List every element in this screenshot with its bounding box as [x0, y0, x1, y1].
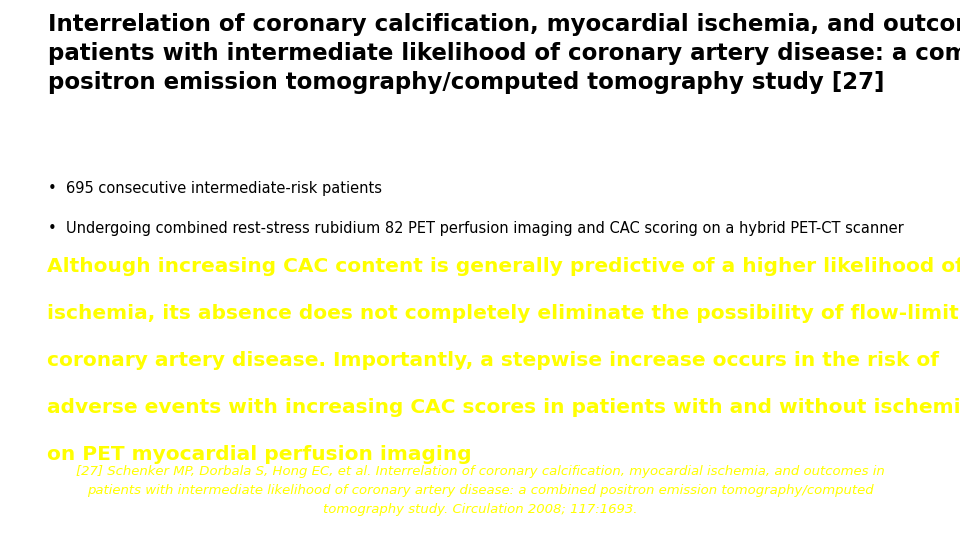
Text: Interrelation of coronary calcification, myocardial ischemia, and outcomes in
pa: Interrelation of coronary calcification,… [48, 12, 960, 94]
Text: •  695 consecutive intermediate-risk patients: • 695 consecutive intermediate-risk pati… [48, 181, 382, 196]
Text: •  Undergoing combined rest-stress rubidium 82 PET perfusion imaging and CAC sco: • Undergoing combined rest-stress rubidi… [48, 221, 903, 236]
Text: Although increasing CAC content is generally predictive of a higher likelihood o: Although increasing CAC content is gener… [47, 256, 960, 464]
Text: [27] Schenker MP, Dorbala S, Hong EC, et al. Interrelation of coronary calcifica: [27] Schenker MP, Dorbala S, Hong EC, et… [76, 464, 884, 516]
